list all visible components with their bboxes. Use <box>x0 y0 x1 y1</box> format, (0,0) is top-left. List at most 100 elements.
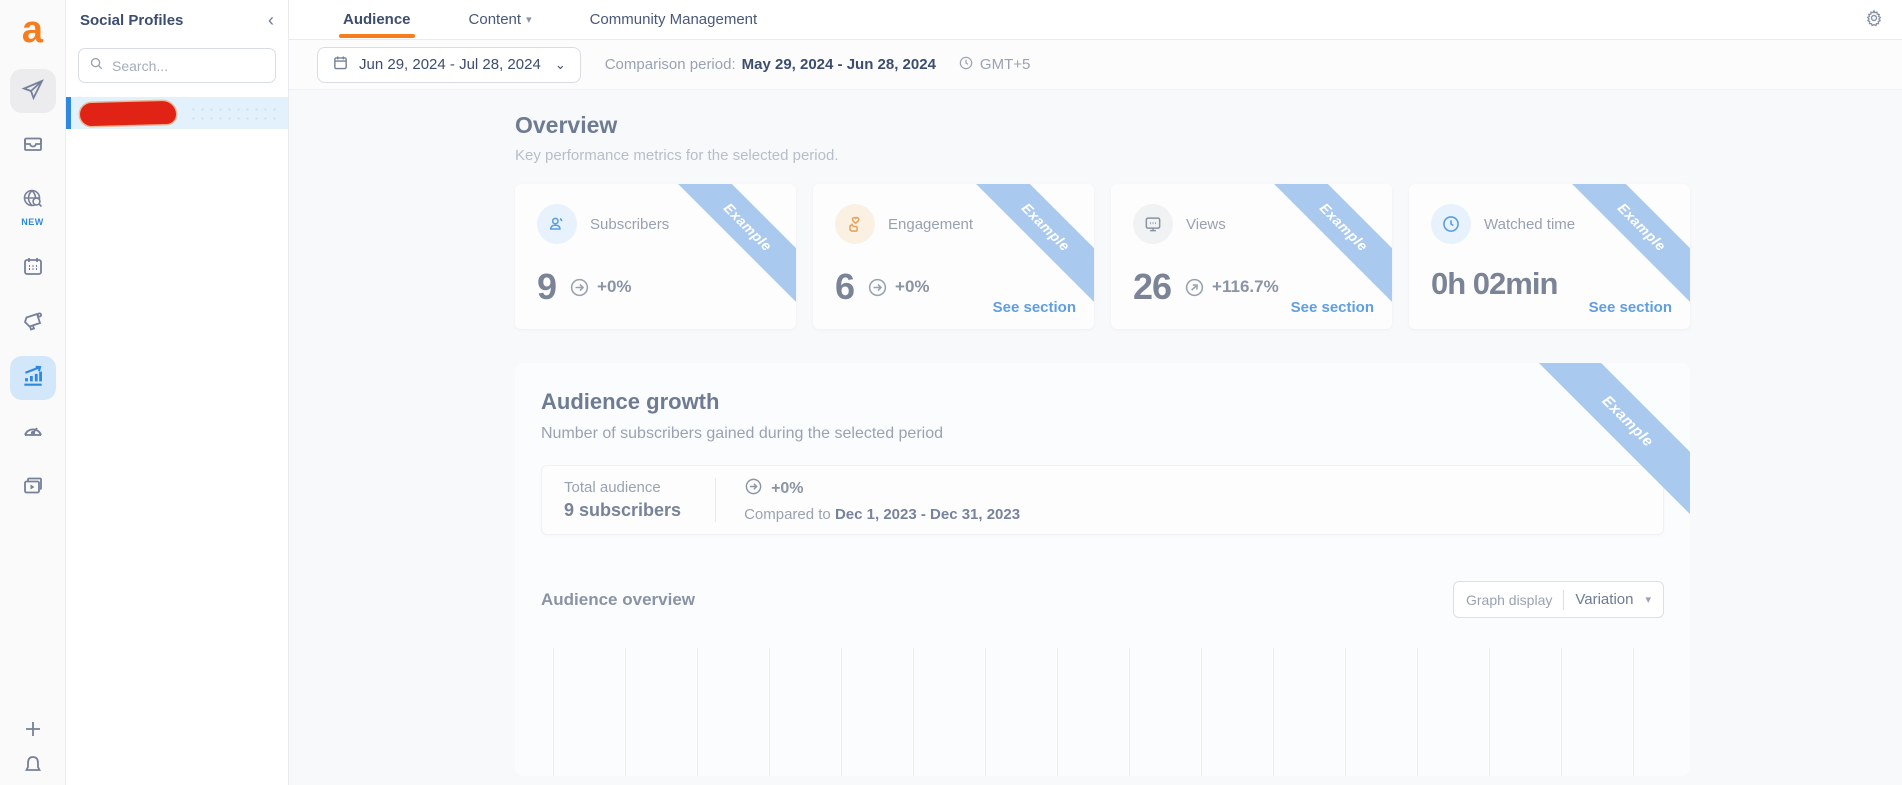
gear-icon <box>1864 9 1884 32</box>
speedometer-icon <box>21 419 45 448</box>
metric-value: 6 <box>835 266 855 307</box>
sidebar-title: Social Profiles <box>80 11 184 29</box>
trend-flat-icon: +0% <box>867 277 930 298</box>
metric-card-engagement: Example Engagement 6 +0% <box>813 184 1094 329</box>
paper-plane-icon <box>21 77 45 106</box>
sidebar-item-ads[interactable] <box>10 301 56 345</box>
tab-content-label: Content <box>468 11 522 28</box>
tab-community-management[interactable]: Community Management <box>590 0 758 40</box>
compared-range: Dec 1, 2023 - Dec 31, 2023 <box>834 506 1021 523</box>
metric-label: Views <box>1186 215 1226 233</box>
sidebar-item-library[interactable] <box>10 466 56 510</box>
total-audience-value: 9 subscribers <box>564 500 682 520</box>
metric-card-views: Example Views 26 +116.7% <box>1111 184 1392 329</box>
metric-value: 26 <box>1133 266 1172 307</box>
overview-subtitle: Key performance metrics for the selected… <box>515 147 839 164</box>
trend-flat-icon <box>744 477 763 501</box>
divider <box>715 478 717 522</box>
metric-card-watched-time: Example Watched time 0h 02min See sectio… <box>1409 184 1690 329</box>
see-section-link[interactable]: See section <box>992 299 1076 316</box>
active-tab-underline <box>339 33 415 38</box>
icon-rail: a NEW <box>0 0 66 785</box>
add-button[interactable] <box>10 709 56 753</box>
overview-title: Overview <box>515 112 618 138</box>
agorapulse-logo[interactable]: a <box>21 9 44 51</box>
audience-overview-title: Audience overview <box>541 589 696 609</box>
watched-time-icon <box>1431 204 1471 244</box>
total-audience-label: Total audience <box>564 479 661 496</box>
date-range-picker[interactable]: Jun 29, 2024 - Jul 28, 2024 ⌄ <box>317 46 581 83</box>
globe-search-icon <box>21 187 45 216</box>
metric-value: 9 <box>537 266 557 307</box>
audience-growth-subtitle: Number of subscribers gained during the … <box>541 425 944 442</box>
metric-change: +0% <box>895 277 930 296</box>
tab-content[interactable]: Content ▾ <box>469 0 532 40</box>
metric-value: 0h 02min <box>1431 266 1558 301</box>
audience-growth-title: Audience growth <box>541 389 720 414</box>
trend-up-icon: +116.7% <box>1184 277 1279 298</box>
search-icon <box>89 56 104 76</box>
total-audience-summary: Total audience 9 subscribers +0% <box>541 465 1664 535</box>
plus-icon <box>21 717 45 746</box>
profile-search[interactable] <box>78 48 276 83</box>
sidebar-item-inbox[interactable] <box>10 124 56 168</box>
metric-label: Engagement <box>888 215 974 233</box>
compared-prefix: Compared to <box>744 506 831 523</box>
new-badge: NEW <box>21 217 44 227</box>
audience-growth-chart <box>553 648 1638 776</box>
date-filter-bar: Jun 29, 2024 - Jul 28, 2024 ⌄ Comparison… <box>289 40 1902 90</box>
see-section-link[interactable]: See section <box>1290 299 1374 316</box>
metric-change: +0% <box>597 277 632 296</box>
settings-button[interactable] <box>1864 8 1884 33</box>
video-library-icon <box>21 474 45 503</box>
search-input[interactable] <box>112 57 265 74</box>
growth-change: +0% <box>771 480 804 497</box>
sidebar-item-reports[interactable] <box>9 356 56 400</box>
bell-icon <box>21 756 45 775</box>
notifications-button[interactable] <box>21 753 45 775</box>
metric-label: Watched time <box>1484 215 1576 233</box>
tab-audience-label: Audience <box>343 11 411 28</box>
calendar-icon <box>332 54 349 76</box>
timezone: GMT+5 <box>958 55 1030 75</box>
see-section-link[interactable]: See section <box>1588 299 1672 316</box>
sidebar-item-performance[interactable] <box>10 411 56 455</box>
metric-change: +116.7% <box>1212 277 1279 296</box>
report-tabs-bar: Audience Content ▾ Community Management <box>289 0 1902 40</box>
metric-cards: Example Subscribers 9 +0% <box>515 184 1690 329</box>
subscribers-icon <box>537 204 577 244</box>
sidebar-item-calendar[interactable] <box>10 246 56 290</box>
chevron-down-icon: ⌄ <box>554 56 566 72</box>
graph-display-value: Variation <box>1575 591 1634 608</box>
views-icon <box>1133 204 1173 244</box>
collapse-sidebar-button[interactable]: ‹ <box>268 10 274 30</box>
clock-icon <box>958 55 980 75</box>
bar-chart-icon <box>20 363 46 394</box>
selected-profile-row[interactable] <box>66 97 288 129</box>
audience-growth-section: Example Audience growth Number of subscr… <box>515 363 1690 776</box>
metric-label: Subscribers <box>590 215 670 233</box>
engagement-icon <box>835 204 875 244</box>
trend-flat-icon: +0% <box>569 277 632 298</box>
calendar-icon <box>21 254 45 283</box>
tab-community-management-label: Community Management <box>589 11 758 28</box>
comparison-period: Comparison period: May 29, 2024 - Jun 28… <box>605 56 936 73</box>
comparison-value: May 29, 2024 - Jun 28, 2024 <box>741 56 936 73</box>
chevron-down-icon: ▾ <box>1645 594 1651 606</box>
profile-row-dots <box>189 105 278 121</box>
divider <box>1563 589 1565 610</box>
chevron-down-icon: ▾ <box>526 14 532 26</box>
metric-card-subscribers: Example Subscribers 9 +0% <box>515 184 796 329</box>
graph-display-select[interactable]: Graph display Variation ▾ <box>1452 581 1664 618</box>
timezone-value: GMT+5 <box>979 56 1031 73</box>
tab-audience[interactable]: Audience <box>339 0 415 40</box>
sidebar-item-publishing[interactable] <box>9 69 56 113</box>
inbox-icon <box>21 132 45 161</box>
social-profiles-sidebar: Social Profiles ‹ <box>66 0 289 785</box>
report-content: Overview Key performance metrics for the… <box>289 90 1902 785</box>
date-range-value: Jun 29, 2024 - Jul 28, 2024 <box>359 56 541 73</box>
sidebar-item-listening[interactable]: NEW <box>10 179 56 235</box>
main-panel: Audience Content ▾ Community Management <box>289 0 1902 785</box>
comparison-label: Comparison period: <box>604 56 736 73</box>
